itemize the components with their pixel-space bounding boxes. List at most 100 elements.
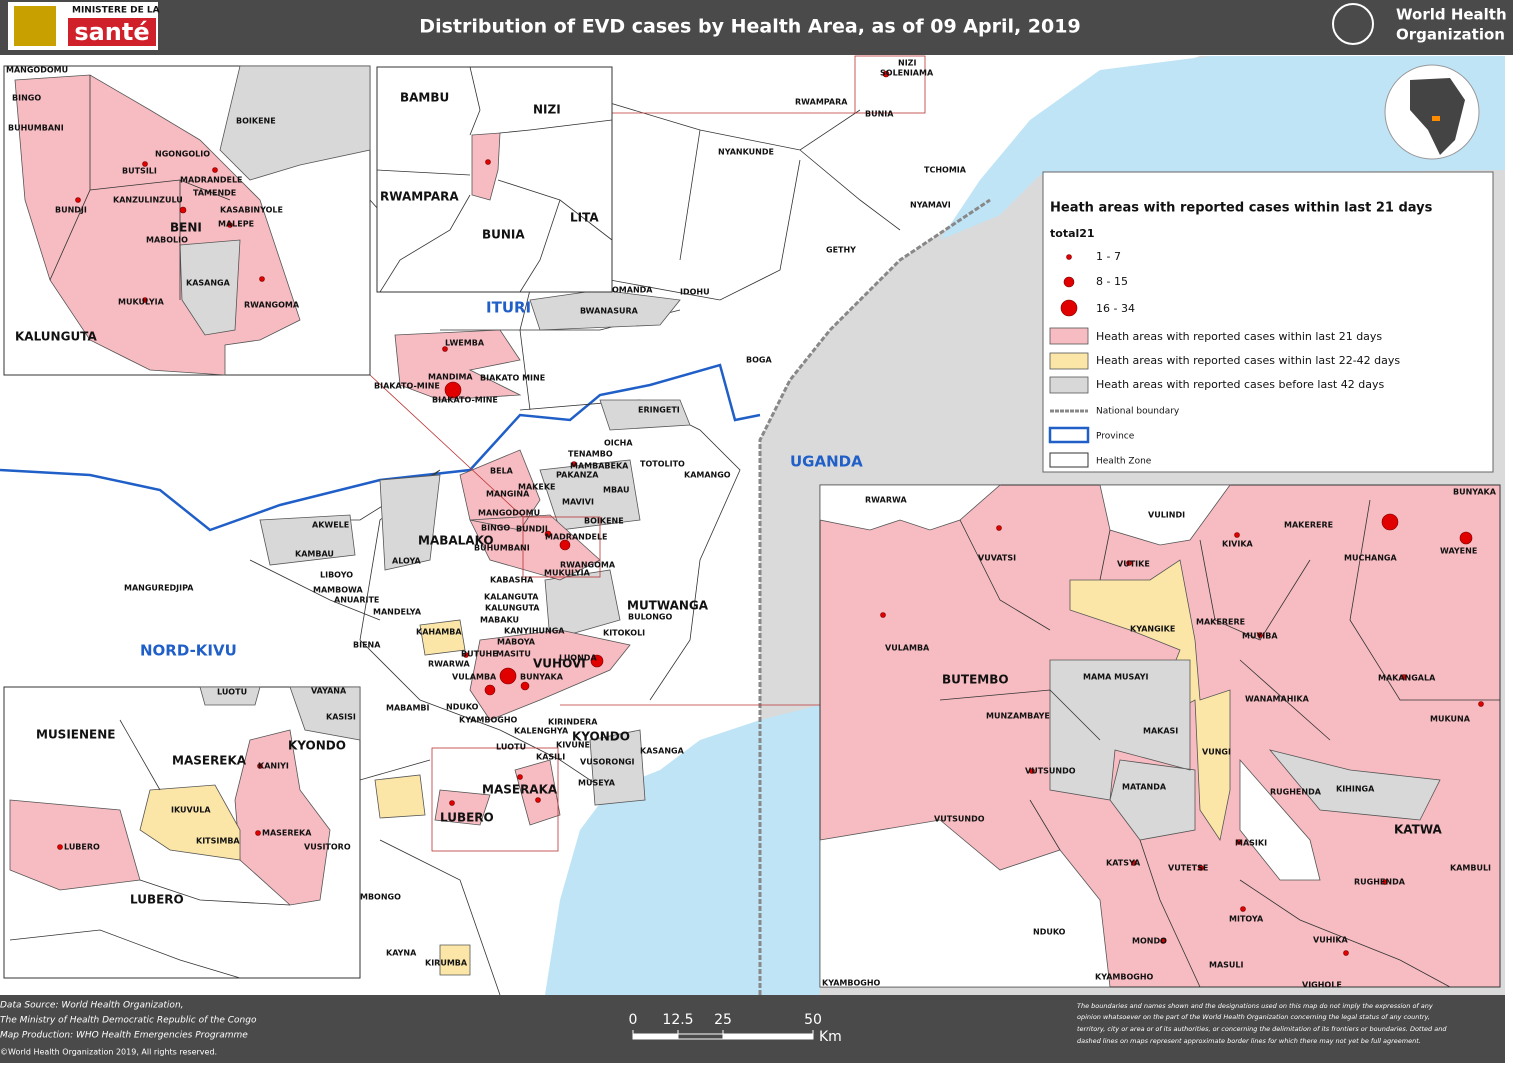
copyright: ©World Health Organization 2019, All rig… (0, 1048, 217, 1057)
place-label: VUTSUNDO (1025, 767, 1076, 776)
scale-segment (677, 1033, 724, 1040)
place-label: OICHA (604, 439, 633, 448)
scale-label: 25 (714, 1012, 732, 1028)
place-label: BOIKENE (236, 117, 276, 126)
place-label: KITOKOLI (603, 629, 645, 638)
place-label: OMANDA (612, 286, 653, 295)
case-dot (882, 70, 890, 78)
scale-segment (722, 1033, 814, 1040)
place-label: VUHIKA (1313, 936, 1349, 945)
ministry-sante: santé (74, 18, 149, 46)
legend-box (1042, 171, 1494, 473)
sante-band (68, 18, 156, 46)
scale-unit: Km (819, 1029, 842, 1045)
place-label: NORD-KIVU (140, 642, 237, 660)
place-label: TOTOLITO (640, 460, 685, 469)
place-label: VUTETSE (1168, 864, 1208, 873)
disclaimer: territory, city or area or of its author… (1077, 1025, 1447, 1033)
old-areas (199, 686, 361, 741)
place-label: NDUKO (1033, 928, 1066, 937)
province-boundary (0, 363, 761, 532)
place-label: KYAMBOGHO (459, 716, 518, 725)
place-label: LUBERO (440, 811, 494, 825)
place-label: LUOTU (217, 688, 247, 697)
case-dot (590, 654, 604, 668)
health-zone-lines (9, 719, 291, 979)
place-label: UGANDA (790, 453, 863, 471)
place-label: WAYENE (1440, 547, 1477, 556)
place-label: PAKANZA (556, 471, 599, 480)
place-label: BUHUMBANI (8, 124, 64, 133)
lubero-inset (3, 686, 361, 979)
place-label: MANDELYA (373, 608, 422, 617)
case-dot (1234, 532, 1240, 538)
place-label: BINGO (481, 524, 510, 533)
place-label: LUBERO (64, 843, 100, 852)
place-label: KALUNGUTA (15, 330, 97, 344)
case-dot (1198, 865, 1204, 871)
old-area (179, 239, 241, 336)
case-dot (1478, 701, 1484, 707)
case-dot (1401, 674, 1407, 680)
place-label: VUSITORO (304, 843, 351, 852)
place-label: TCHOMIA (924, 166, 967, 175)
place-label: MASITU (496, 650, 531, 659)
place-label: ANUARITE (334, 596, 379, 605)
legend-swatch (1049, 452, 1089, 468)
place-label: NYANKUNDE (718, 148, 774, 157)
place-label: MUSIENENE (36, 728, 115, 742)
beni-inset (3, 65, 371, 376)
place-label: LUBERO (130, 893, 184, 907)
place-label: BUNIA (482, 228, 525, 242)
legend-label: Heath areas with reported cases within l… (1096, 354, 1400, 367)
scale-segment (632, 1033, 679, 1040)
place-label: BUNYAKA (1453, 488, 1497, 497)
place-label: BWANASURA (580, 307, 639, 316)
case-dot (259, 276, 265, 282)
case-dot (1126, 560, 1132, 566)
case-dot (449, 800, 455, 806)
place-label: KASISI (326, 713, 356, 722)
place-label: BUTSILI (122, 167, 157, 176)
legend-swatch (1049, 376, 1089, 394)
place-label: MASEREKA (262, 829, 312, 838)
legend-swatch (1048, 426, 1090, 444)
place-label: VUVATSI (978, 554, 1016, 563)
place-label: VUTSUNDO (934, 815, 985, 824)
place-label: KALUNGUTA (485, 604, 540, 613)
legend-swatch (1049, 352, 1089, 370)
place-label: LITA (570, 211, 599, 225)
place-label: ALOYA (392, 557, 422, 566)
place-label: VUSORONGI (580, 758, 634, 767)
place-label: ERINGETI (638, 406, 680, 415)
place-label: NGONGOLIO (155, 150, 210, 159)
place-label: MAKANGALA (1378, 674, 1436, 683)
case-dots (442, 70, 890, 806)
who-name: World Health (1396, 6, 1507, 24)
place-label: BUNYAKA (520, 673, 564, 682)
place-label: MBAU (603, 486, 630, 495)
place-label: BUNIA (865, 110, 894, 119)
place-label: RWARWA (865, 496, 907, 505)
case-dot (212, 167, 218, 173)
place-label: RWANGOMA (560, 561, 616, 570)
place-label: MUNZAMBAYE (986, 712, 1050, 721)
case-dot (444, 381, 462, 399)
health-zone-lines (376, 66, 613, 293)
place-label: KITSIMBA (196, 837, 240, 846)
place-label: MATANDA (1122, 783, 1167, 792)
case-dot (179, 206, 187, 214)
place-label: IKUVULA (171, 806, 211, 815)
place-label: MAKEKE (518, 483, 555, 492)
place-label: RWANGOMA (244, 301, 300, 310)
place-label: KYAMBOGHO (822, 979, 881, 988)
place-label: MUTWANGA (627, 599, 709, 613)
place-label: BUNDJI (516, 525, 548, 534)
source: Map Production: WHO Health Emergencies P… (0, 1031, 248, 1041)
place-label: VUHOVI (533, 657, 586, 671)
place-label: MALEPE (218, 220, 254, 229)
disclaimer: The boundaries and names shown and the d… (1077, 1002, 1433, 1010)
case-dot (257, 763, 263, 769)
place-label: KANZULINZULU (113, 196, 183, 205)
